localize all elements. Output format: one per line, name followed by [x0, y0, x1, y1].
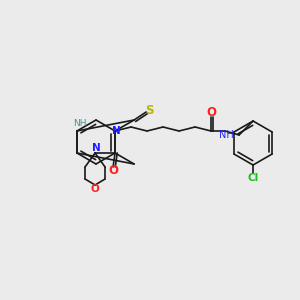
Text: NH: NH	[219, 130, 233, 140]
Text: O: O	[206, 106, 216, 118]
Text: O: O	[108, 164, 118, 178]
Text: O: O	[91, 184, 99, 194]
Text: S: S	[145, 103, 153, 116]
Text: NH: NH	[73, 118, 87, 127]
Text: N: N	[92, 143, 100, 153]
Text: N: N	[112, 126, 120, 136]
Text: Cl: Cl	[248, 173, 259, 183]
